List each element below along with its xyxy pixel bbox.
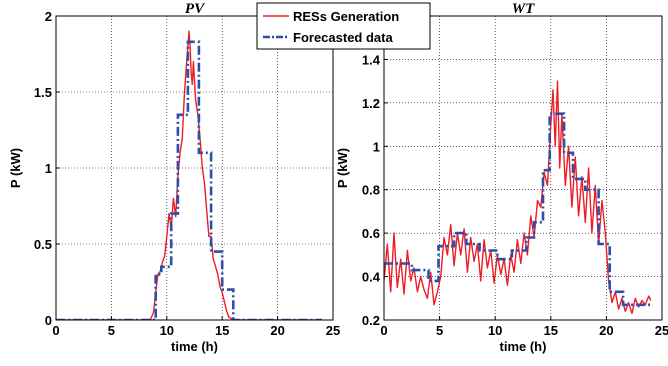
- pv-x-tick-label: 25: [326, 323, 340, 338]
- wt-forecast-line: [384, 112, 651, 307]
- legend-label-forecast: Forecasted data: [293, 30, 393, 45]
- pv-generation-line: [56, 30, 322, 320]
- wt-y-tick-label: 1.2: [362, 96, 380, 111]
- pv-forecast-line: [56, 40, 322, 320]
- wt-y-axis-label: P (kW): [335, 148, 350, 188]
- legend: RESs Generation Forecasted data: [256, 2, 431, 50]
- wt-y-tick-label: 0.8: [362, 183, 380, 198]
- wt-x-tick-label: 15: [544, 323, 558, 338]
- pv-y-tick-label: 2: [45, 9, 52, 24]
- wt-panel-title: WT: [512, 1, 535, 17]
- wt-panel: time (h) P (kW) 0 5 10 15 20 25 0.2 0.4 0.6 0.8 1 1…: [335, 1, 668, 354]
- pv-x-tick-label: 20: [270, 323, 284, 338]
- wt-y-tick-label: 1.4: [362, 52, 381, 67]
- wt-y-tick-label: 0.6: [362, 226, 380, 241]
- pv-y-axis-label: P (kW): [8, 148, 23, 188]
- wt-y-tick-label: 0.4: [362, 270, 381, 285]
- pv-y-tick-label: 1: [45, 161, 52, 176]
- pv-y-tick-label: 0: [45, 313, 52, 328]
- wt-x-tick-label: 0: [380, 323, 387, 338]
- wt-x-tick-label: 10: [488, 323, 502, 338]
- pv-x-tick-label: 15: [215, 323, 229, 338]
- pv-x-tick-label: 10: [160, 323, 174, 338]
- legend-box: [256, 2, 431, 50]
- wt-x-tick-label: 5: [436, 323, 443, 338]
- pv-x-axis-label: time (h): [171, 339, 218, 354]
- pv-x-tick-label: 5: [108, 323, 115, 338]
- wt-y-tick-label: 1: [373, 139, 380, 154]
- pv-y-tick-label: 0.5: [34, 237, 52, 252]
- wt-plot-frame: [383, 15, 663, 321]
- legend-label-actual: RESs Generation: [293, 9, 399, 24]
- wt-x-tick-label: 25: [655, 323, 668, 338]
- pv-panel-title: PV: [185, 1, 206, 17]
- wt-plot-area: [384, 16, 662, 320]
- pv-x-tick-label: 0: [52, 323, 59, 338]
- pv-panel: time (h) P (kW) 0 5 10 15 20 25 0 0.5 1 1.5 2 PV: [8, 1, 340, 354]
- wt-y-tick-label: 0.2: [362, 313, 380, 328]
- wt-x-axis-label: time (h): [500, 339, 547, 354]
- pv-y-tick-label: 1.5: [34, 85, 52, 100]
- wt-x-tick-label: 20: [599, 323, 613, 338]
